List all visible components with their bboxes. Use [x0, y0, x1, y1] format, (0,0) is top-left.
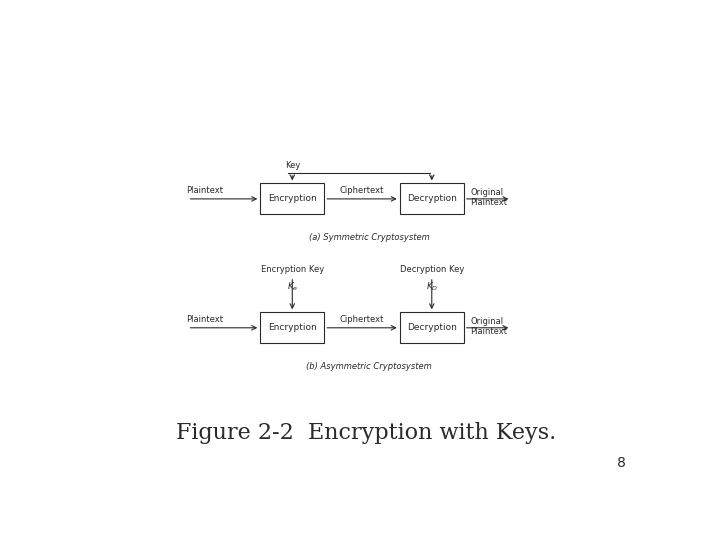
Text: $\mathit{K_D}$: $\mathit{K_D}$: [426, 280, 438, 293]
Text: $\mathit{K_e}$: $\mathit{K_e}$: [287, 280, 298, 293]
Text: Encryption: Encryption: [268, 194, 317, 204]
Text: Figure 2-2  Encryption with Keys.: Figure 2-2 Encryption with Keys.: [176, 422, 557, 444]
Text: Encryption: Encryption: [268, 323, 317, 332]
Text: Original
Plaintext: Original Plaintext: [471, 317, 508, 336]
Text: (a) Symmetric Cryptosystem: (a) Symmetric Cryptosystem: [309, 233, 429, 242]
Text: Plaintext: Plaintext: [186, 315, 223, 323]
Text: Decryption: Decryption: [407, 323, 456, 332]
Text: Plaintext: Plaintext: [186, 186, 223, 195]
Text: Ciphertext: Ciphertext: [340, 186, 384, 195]
Text: Original
Plaintext: Original Plaintext: [471, 188, 508, 207]
FancyBboxPatch shape: [400, 312, 464, 343]
Text: Decryption Key: Decryption Key: [400, 265, 464, 274]
Text: Encryption Key: Encryption Key: [261, 265, 324, 274]
Text: Decryption: Decryption: [407, 194, 456, 204]
FancyBboxPatch shape: [260, 312, 324, 343]
Text: Key: Key: [285, 160, 301, 170]
FancyBboxPatch shape: [260, 183, 324, 214]
Text: (b) Asymmetric Cryptosystem: (b) Asymmetric Cryptosystem: [306, 362, 432, 371]
Text: 8: 8: [617, 456, 626, 470]
Text: Ciphertext: Ciphertext: [340, 315, 384, 323]
FancyBboxPatch shape: [400, 183, 464, 214]
